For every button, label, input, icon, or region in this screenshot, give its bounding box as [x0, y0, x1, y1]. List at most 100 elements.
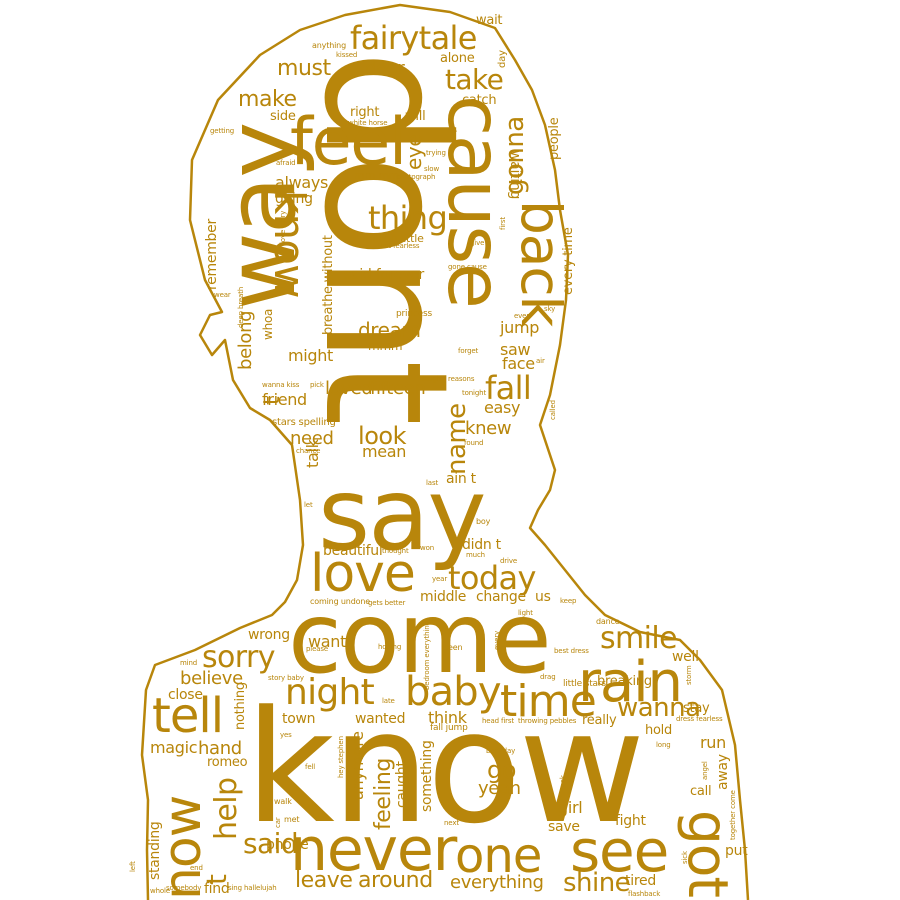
- word: need: [290, 428, 334, 449]
- word: forget: [458, 347, 479, 355]
- word: help: [209, 777, 244, 840]
- word: knew: [465, 418, 512, 439]
- word: know: [245, 677, 645, 858]
- word: hey stephen: [337, 736, 345, 778]
- word: right: [350, 105, 380, 120]
- word: fifteen: [370, 378, 426, 399]
- word: breaking: [597, 674, 652, 689]
- word: long: [656, 741, 671, 749]
- word: sing hallelujah: [228, 884, 277, 892]
- word: pick: [310, 381, 324, 389]
- word: caught: [394, 761, 410, 808]
- word: rain: [578, 650, 683, 715]
- word: call: [690, 784, 712, 799]
- word: boy: [476, 517, 491, 526]
- word: see: [570, 817, 669, 885]
- word: found: [464, 439, 484, 447]
- word: wanted: [355, 711, 406, 727]
- word: dress fearless: [676, 715, 723, 723]
- word: million little: [362, 232, 424, 245]
- word: light: [518, 609, 533, 617]
- word: fight: [615, 813, 646, 829]
- word: wanna kiss: [262, 381, 300, 389]
- word: catch: [462, 93, 497, 108]
- word: gets better: [368, 599, 406, 607]
- word: run: [700, 733, 726, 752]
- word: wanna: [617, 693, 701, 723]
- word: feel: [290, 105, 407, 180]
- word: girl: [558, 798, 583, 817]
- word: together come: [729, 790, 737, 840]
- word: always: [275, 173, 329, 192]
- word: story baby: [268, 674, 304, 682]
- word: yes: [280, 731, 292, 739]
- word: mind: [180, 659, 198, 667]
- word: something: [419, 740, 435, 812]
- word: said forever: [344, 267, 424, 283]
- word: say: [318, 456, 487, 573]
- word: whole: [150, 887, 170, 895]
- word: angel: [701, 761, 709, 780]
- word: reasons: [448, 375, 475, 383]
- word: love: [310, 544, 416, 604]
- word: romeo: [207, 755, 248, 770]
- word: deep breath: [237, 286, 245, 328]
- word: last: [426, 479, 439, 487]
- word: yeah: [478, 778, 521, 799]
- word: anything: [312, 41, 347, 50]
- word: everything: [450, 872, 544, 893]
- word: mean: [362, 442, 407, 461]
- word: come: [288, 582, 552, 696]
- word: afraid: [276, 159, 296, 167]
- word: might: [288, 346, 334, 365]
- word: won: [420, 544, 435, 552]
- word: change: [476, 589, 526, 605]
- word: drive: [500, 557, 518, 565]
- word: around: [358, 868, 433, 893]
- word: will: [405, 109, 426, 124]
- word: met: [284, 815, 300, 824]
- word: smile: [600, 621, 678, 656]
- word: go: [487, 756, 516, 784]
- word: air: [536, 357, 545, 365]
- word: jump: [500, 318, 540, 337]
- word: never: [290, 815, 457, 885]
- word: friend: [262, 390, 307, 409]
- word: sorry: [202, 640, 275, 675]
- word: wait: [476, 13, 503, 28]
- word: anymore: [348, 731, 367, 800]
- word: wear: [214, 291, 231, 299]
- word: chance: [296, 447, 321, 455]
- word: make: [238, 87, 297, 112]
- word: mmm: [368, 339, 403, 353]
- word: somebody: [166, 884, 202, 892]
- word: fall jump: [430, 723, 468, 733]
- word: gone cause: [448, 263, 487, 271]
- word: find: [204, 881, 230, 897]
- word: face: [502, 354, 535, 373]
- word: trying: [426, 149, 446, 157]
- word: fairytale: [350, 19, 477, 57]
- word: white horse: [348, 119, 388, 127]
- word: seen: [444, 643, 463, 652]
- word: head first: [482, 717, 514, 725]
- word: end: [190, 864, 203, 872]
- word: door: [365, 58, 405, 79]
- word: wrong: [248, 627, 290, 643]
- word: dance: [596, 617, 620, 626]
- word: away: [715, 754, 731, 790]
- word: laugh: [422, 375, 441, 383]
- word: coming undone: [310, 597, 371, 606]
- word: phone: [266, 837, 309, 853]
- word: left: [129, 861, 137, 872]
- word: stars spelling: [272, 417, 336, 428]
- word: look: [358, 422, 407, 450]
- word: breathe without: [321, 235, 336, 335]
- word: ain t: [446, 471, 476, 487]
- word: fall: [485, 369, 532, 407]
- word: fell: [305, 763, 316, 771]
- word: leave: [295, 868, 353, 893]
- word: hand: [198, 738, 242, 759]
